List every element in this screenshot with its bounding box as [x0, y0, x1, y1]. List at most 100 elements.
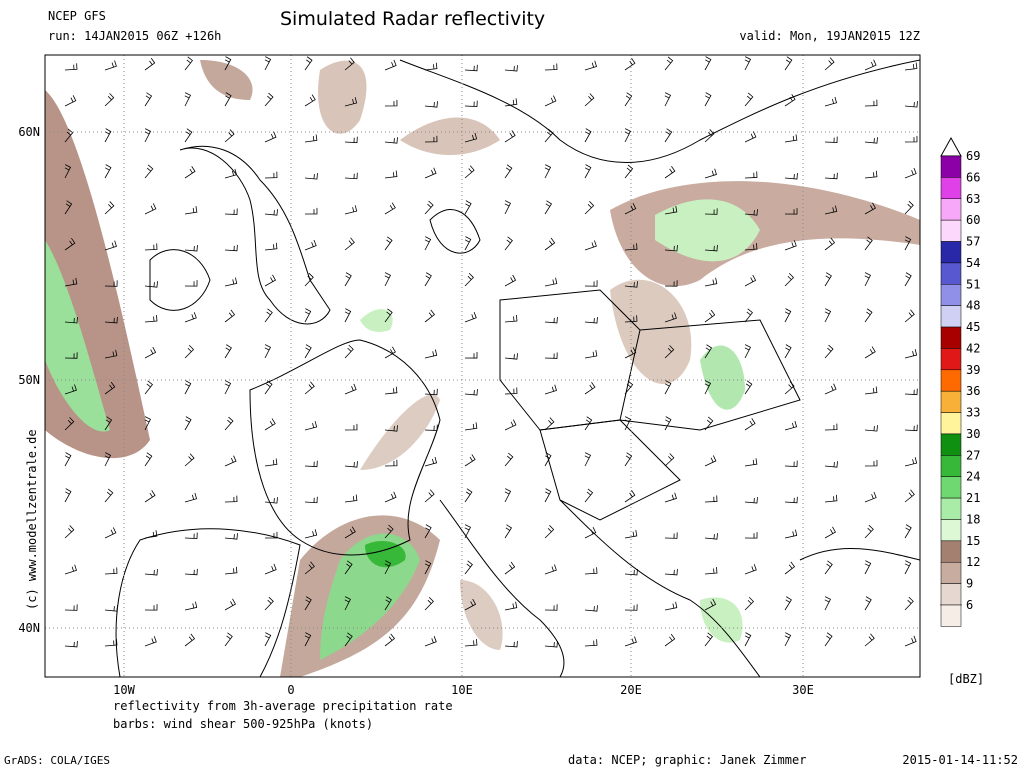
wind-barb [64, 277, 78, 287]
wind-barb [344, 560, 353, 575]
wind-barb [624, 315, 638, 323]
wind-barb [464, 389, 478, 396]
wind-barb [824, 205, 838, 215]
wind-barb [424, 388, 438, 396]
colorbar-swatch [940, 561, 962, 584]
wind-barb [624, 452, 633, 467]
wind-barb [144, 203, 157, 215]
wind-barb [624, 281, 638, 288]
wind-barb [464, 165, 475, 179]
wind-barb [344, 423, 358, 431]
wind-barb [384, 137, 398, 144]
wind-barb [144, 490, 156, 503]
wind-barb [64, 200, 73, 215]
wind-barb [424, 349, 438, 359]
wind-barb [784, 240, 797, 251]
wind-barb [184, 206, 198, 215]
wind-barb [504, 98, 518, 107]
wind-barb [544, 237, 556, 251]
wind-barb [624, 604, 638, 611]
wind-barb [304, 460, 318, 468]
wind-barb [664, 312, 677, 323]
note: reflectivity from 3h-average precipitati… [113, 699, 453, 713]
wind-barb [224, 244, 238, 252]
colorbar-label: 33 [966, 406, 980, 420]
wind-barb [584, 488, 594, 503]
wind-barb [384, 491, 397, 503]
colorbar-label: 60 [966, 213, 980, 227]
wind-barb [104, 605, 118, 612]
lon-label: 20E [620, 683, 642, 697]
wind-barb [464, 524, 471, 539]
wind-barb [104, 639, 118, 647]
wind-barb [304, 134, 318, 143]
wind-barb [544, 564, 557, 575]
wind-barb [184, 453, 195, 467]
colorbar-swatch [940, 348, 962, 371]
wind-barb [624, 58, 636, 71]
wind-barb [384, 202, 396, 215]
colorbar-label: 27 [966, 448, 980, 462]
wind-barb [864, 596, 872, 611]
wind-barb [184, 492, 198, 503]
wind-barb [664, 205, 678, 215]
wind-barb [424, 167, 437, 179]
wind-barb [824, 237, 836, 251]
wind-barb [424, 62, 438, 71]
wind-barb [704, 416, 714, 431]
lat-label: 60N [18, 125, 40, 139]
wind-barb [384, 524, 394, 539]
wind-barb [584, 416, 593, 431]
colorbar-swatch [940, 540, 962, 563]
wind-barb [864, 346, 876, 359]
wind-barb [704, 533, 718, 540]
valid-label: valid: Mon, 19JAN2015 12Z [739, 29, 920, 43]
wind-barb [344, 172, 358, 180]
wind-barb [664, 492, 677, 503]
wind-barb [144, 128, 152, 143]
colorbar-swatch [940, 455, 962, 477]
wind-barb [904, 489, 915, 503]
wind-barb [584, 639, 598, 647]
wind-barb [504, 387, 518, 395]
wind-barb [264, 531, 278, 539]
precipitation [45, 60, 920, 677]
wind-barb [824, 308, 832, 323]
wind-barb [264, 596, 274, 611]
wind-barb [624, 92, 633, 107]
wind-barb [144, 569, 158, 576]
wind-barb [624, 529, 638, 539]
wind-barb [424, 456, 438, 467]
wind-barb [344, 205, 358, 215]
wind-barb [704, 56, 712, 71]
wind-barb [504, 236, 513, 251]
wind-barb [64, 640, 78, 648]
wind-barbs [64, 56, 918, 648]
wind-barb [824, 136, 838, 143]
run-label: run: 14JAN2015 06Z +126h [48, 29, 221, 43]
wind-barb [144, 57, 156, 71]
wind-barb [424, 309, 436, 323]
wind-barb [144, 315, 158, 323]
wind-barb [904, 524, 912, 539]
colorbar-swatch [940, 497, 962, 520]
lon-label: 30E [792, 683, 814, 697]
wind-barb [384, 633, 396, 647]
wind-barb [544, 384, 557, 395]
wind-barb [584, 452, 592, 467]
colorbar-swatch [940, 433, 962, 456]
note: barbs: wind shear 500-925hPa (knots) [113, 717, 373, 731]
map [45, 55, 920, 677]
wind-barb [464, 488, 473, 503]
colorbar-label: 54 [966, 256, 980, 270]
wind-barb [744, 209, 758, 216]
wind-barb [104, 93, 115, 107]
wind-barb [824, 560, 833, 575]
colorbar-swatch [940, 412, 962, 435]
wind-barb [544, 452, 552, 467]
wind-barb [744, 308, 753, 323]
wind-barb [384, 459, 398, 467]
wind-barb [784, 134, 798, 143]
wind-barb [664, 165, 676, 179]
